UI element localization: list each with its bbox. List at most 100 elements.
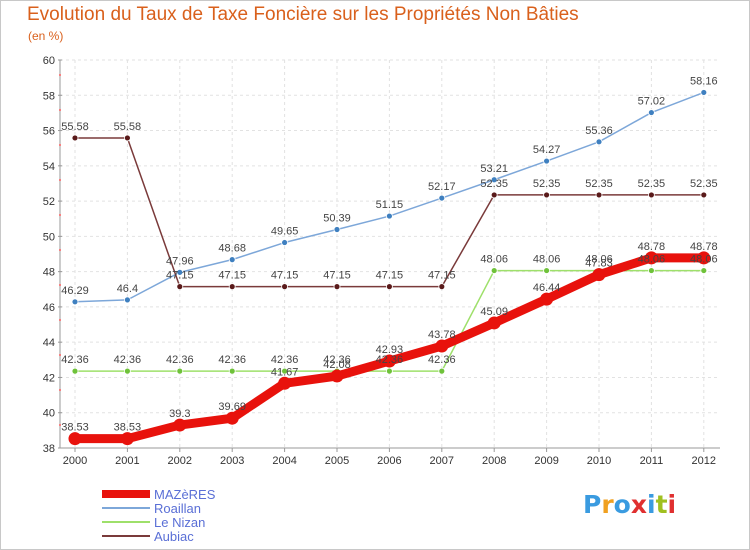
data-point (281, 367, 289, 375)
y-tick-label: 48 (43, 267, 55, 279)
data-label: 48.68 (218, 243, 246, 255)
data-label: 51.15 (376, 199, 404, 211)
data-point (228, 283, 236, 291)
data-point (68, 432, 82, 446)
x-tick-label: 2001 (115, 455, 139, 467)
data-label: 46.44 (533, 282, 561, 294)
data-label: 42.36 (323, 354, 351, 366)
data-label: 48.78 (638, 241, 666, 253)
legend-label: Le Nizan (154, 515, 205, 530)
data-point (124, 296, 131, 304)
data-point (595, 191, 603, 199)
data-label: 48.06 (585, 254, 613, 266)
data-label: 42.36 (61, 354, 89, 366)
data-point (487, 316, 501, 330)
series-layer (68, 89, 711, 446)
data-point (644, 251, 658, 265)
data-label: 43.78 (428, 329, 456, 341)
data-label: 47.15 (376, 270, 404, 282)
data-label: 52.17 (428, 181, 456, 193)
data-label: 54.27 (533, 144, 561, 156)
data-label: 49.65 (271, 226, 299, 238)
data-point (225, 411, 239, 425)
data-point (540, 292, 554, 306)
data-point (595, 138, 603, 146)
chart-subtitle: (en %) (28, 29, 64, 43)
data-label: 42.36 (271, 354, 299, 366)
data-point (120, 432, 134, 446)
data-point (278, 376, 292, 390)
data-label: 48.06 (480, 254, 508, 266)
data-label: 46.4 (117, 283, 138, 295)
data-point (438, 367, 446, 375)
logo-letter: t (655, 490, 668, 519)
proxiti-logo: Proxiti (583, 490, 676, 519)
data-point (281, 283, 289, 291)
data-label: 39.69 (218, 401, 246, 413)
data-point (543, 157, 550, 165)
y-tick-label: 44 (43, 337, 55, 349)
x-tick-label: 2009 (534, 455, 558, 467)
data-point (228, 256, 236, 264)
data-point (700, 267, 708, 274)
data-point (124, 367, 131, 375)
data-point (281, 239, 289, 246)
legend-label: Roaillan (154, 501, 201, 516)
data-label: 55.58 (114, 121, 142, 133)
x-tick-label: 2011 (640, 455, 664, 467)
data-point (71, 134, 79, 142)
data-label: 38.53 (61, 422, 89, 434)
data-point (648, 109, 655, 116)
data-label: 38.53 (114, 422, 142, 434)
data-label: 47.15 (166, 270, 194, 282)
data-label: 42.36 (114, 354, 142, 366)
data-label: 52.35 (585, 178, 613, 190)
data-label: 42.36 (166, 354, 194, 366)
data-label: 57.02 (638, 96, 666, 108)
data-point (228, 367, 236, 375)
data-label: 41.67 (271, 366, 299, 378)
grid-layer (60, 59, 720, 449)
x-tick-label: 2004 (272, 455, 296, 467)
x-tick-label: 2005 (325, 455, 349, 467)
data-point (382, 354, 396, 368)
data-label: 39.3 (169, 408, 190, 420)
data-point (543, 267, 550, 274)
logo-letter: o (613, 490, 631, 519)
axis-layer: 38 40 42 44 46 48 50 52 54 56 58 60 2000 2001 2002 2003… (43, 55, 720, 467)
data-label: 52.35 (480, 178, 508, 190)
data-point (697, 251, 711, 265)
data-label: 42.36 (218, 354, 246, 366)
data-point (124, 134, 131, 142)
data-point (71, 298, 79, 306)
data-point (700, 89, 708, 96)
logo-letter: r (601, 490, 614, 519)
data-label: 52.35 (533, 178, 561, 190)
data-label: 47.15 (218, 270, 246, 282)
y-tick-label: 52 (43, 196, 55, 208)
data-point (490, 267, 498, 274)
x-tick-label: 2012 (692, 455, 716, 467)
data-label: 52.35 (690, 178, 718, 190)
data-label: 50.39 (323, 212, 351, 224)
data-label: 47.15 (271, 270, 299, 282)
x-tick-label: 2010 (587, 455, 611, 467)
data-label: 48.06 (690, 254, 718, 266)
data-label: 48.78 (690, 241, 718, 253)
y-tick-label: 40 (43, 408, 55, 420)
data-label: 42.36 (428, 354, 456, 366)
x-tick-label: 2007 (430, 455, 454, 467)
data-point (438, 283, 446, 291)
data-point (385, 367, 393, 375)
y-tick-label: 56 (43, 126, 55, 138)
legend-label: Aubiac (154, 529, 194, 544)
data-label: 48.06 (533, 254, 561, 266)
logo-letter: i (647, 490, 656, 519)
data-label: 48.06 (638, 254, 666, 266)
data-label: 45.09 (480, 306, 508, 318)
data-point (543, 191, 550, 199)
data-point (648, 191, 655, 199)
data-label: 46.29 (61, 285, 89, 297)
